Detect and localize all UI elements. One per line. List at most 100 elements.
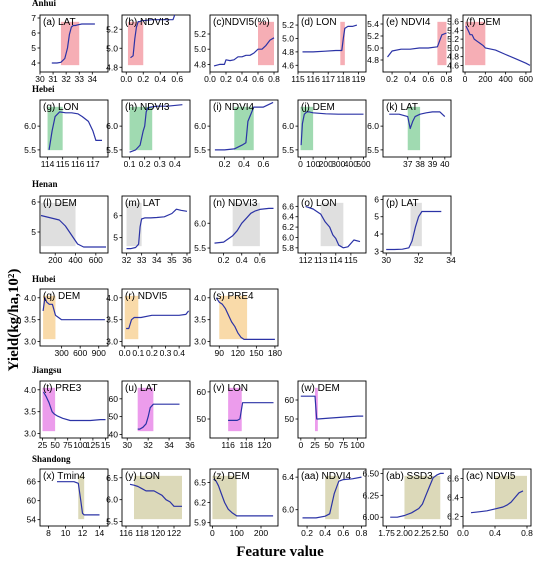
y-tick-label: 40 <box>109 429 119 439</box>
x-tick-label: 25 <box>38 440 48 450</box>
y-tick-label: 6.4 <box>282 472 294 482</box>
x-tick-label: 114 <box>329 255 343 265</box>
panel-label: (ac) NDVI5 <box>466 471 516 482</box>
y-tick-label: 4.8 <box>106 62 118 72</box>
axes-frame <box>297 195 367 254</box>
axes-frame <box>39 380 109 439</box>
series-line <box>137 403 180 430</box>
x-tick-label: 115 <box>291 74 305 84</box>
y-tick-label: 6.0 <box>282 505 294 515</box>
y-tick-label: 5.0 <box>367 43 379 53</box>
y-tick-label: 6 <box>113 211 118 221</box>
x-tick-label: 0.6 <box>422 74 434 84</box>
axes-frame <box>209 468 279 527</box>
panel-label: (u) LAT <box>125 383 158 394</box>
x-tick-label: 2.00 <box>396 528 413 538</box>
highlight-band <box>320 202 344 247</box>
province-labels: Anhui Hebei Henan Hubei Jiangsu Shandong <box>32 0 71 464</box>
x-tick-label: 37 <box>403 159 413 169</box>
x-tick-label: 120 <box>257 440 271 450</box>
series-line <box>130 14 176 59</box>
panel-g: 114 115 116 117 5.5 6.0 (g) LON <box>24 99 109 169</box>
y-tick-label: 3.0 <box>24 429 36 439</box>
x-tick-label: 0.2 <box>386 74 398 84</box>
panel-s: 90 120 150 180 3.0 3.5 4.0 (s) PRE4 <box>194 288 282 358</box>
x-tick-label: 30 <box>122 440 132 450</box>
series-line <box>51 23 95 64</box>
x-tick-label: 34 <box>88 74 98 84</box>
panel-u: 30 32 34 36 40 50 60 (u) LAT <box>109 380 195 450</box>
x-tick-label: 38 <box>415 159 425 169</box>
x-tick-label: 0.1 <box>124 159 136 169</box>
panel-x: 8 10 12 14 54 60 66 (x) Tmin4 <box>27 468 109 538</box>
x-tick-label: 50 <box>324 440 334 450</box>
highlight-band <box>78 475 85 520</box>
province-label-hubei: Hubei <box>32 274 56 284</box>
y-tick-label: 6.0 <box>194 218 206 228</box>
x-tick-label: 0 <box>463 74 468 84</box>
panel-z: 0 100 200 5.9 6.2 6.5 (z) DEM <box>194 468 279 538</box>
province-label-anhui: Anhui <box>32 0 57 8</box>
highlight-band <box>137 387 154 432</box>
y-tick-label: 3.0 <box>24 337 36 347</box>
y-tick-label: 4 <box>374 229 379 239</box>
highlight-band <box>126 202 142 247</box>
y-tick-label: 5.5 <box>194 145 206 155</box>
x-tick-label: 36 <box>185 440 195 450</box>
panel-w: 0 25 50 75 100 50 60 (w) DEM <box>285 380 367 450</box>
province-label-henan: Henan <box>32 179 58 189</box>
y-tick-label: 6.25 <box>362 490 379 500</box>
x-tick-label: 200 <box>478 74 492 84</box>
x-tick-label: 1.75 <box>378 528 395 538</box>
x-tick-label: 30 <box>35 74 45 84</box>
y-tick-label: 6.0 <box>106 121 118 131</box>
axes-frame <box>121 380 191 439</box>
series-line <box>214 207 274 244</box>
x-tick-label: 30 <box>382 255 392 265</box>
y-tick-label: 6.00 <box>362 512 379 522</box>
x-tick-label: 120 <box>231 348 245 358</box>
series-line <box>215 297 275 340</box>
panel-a: 30 31 32 33 34 4 5 6 7 (a) LAT <box>31 13 109 84</box>
y-tick-label: 3.5 <box>24 407 36 417</box>
panel-r: 0.0 0.1 0.2 0.3 0.4 3.0 3.5 4.0 (r) NDVI5 <box>106 288 191 358</box>
axes-frame <box>39 99 109 158</box>
panel-l: 200 400 600 5 6 (l) DEM <box>31 195 109 265</box>
y-tick-label: 5.5 <box>106 145 118 155</box>
panel-c: 0.0 0.2 0.4 0.6 0.8 4.8 5.0 5.2 (c)NDVI5(%) <box>194 14 280 84</box>
axes-frame <box>39 195 109 254</box>
panel-e: 0.2 0.4 0.6 0.8 4.8 5.0 5.2 5.4 (e) NDVI4 <box>367 14 453 84</box>
province-label-jiangsu: Jiangsu <box>32 365 62 375</box>
series-line <box>129 483 182 507</box>
series-line <box>57 481 100 516</box>
x-tick-label: 200 <box>48 255 62 265</box>
highlight-band <box>41 202 76 247</box>
x-tick-label: 118 <box>239 440 253 450</box>
x-tick-label: 39 <box>428 159 438 169</box>
panel-label: (n) NDVI3 <box>213 198 258 209</box>
y-tick-label: 6.2 <box>282 222 294 232</box>
series-line <box>300 395 364 420</box>
series-line <box>302 476 362 519</box>
panel-label: (c)NDVI5(%) <box>213 17 270 28</box>
series-line <box>305 205 361 249</box>
x-tick-label: 112 <box>299 255 313 265</box>
panel-label: (t) PRE3 <box>43 383 82 394</box>
x-tick-label: 400 <box>499 74 513 84</box>
panel-n: 0.2 0.4 0.6 5.5 6.0 (n) NDVI3 <box>194 195 279 265</box>
x-tick-label: 0.6 <box>258 159 270 169</box>
y-axis-title: Yield(kg/ha,10²) <box>6 269 22 372</box>
x-tick-label: 900 <box>92 348 106 358</box>
panel-label: (aa) NDVI4 <box>301 471 351 482</box>
x-tick-label: 50 <box>50 440 60 450</box>
y-tick-label: 60 <box>197 387 207 397</box>
x-tick-label: 0.4 <box>236 74 248 84</box>
y-tick-label: 66 <box>27 477 37 487</box>
axes-frame <box>39 288 109 347</box>
y-tick-label: 5 <box>31 227 36 237</box>
x-tick-label: 600 <box>519 74 533 84</box>
x-tick-label: 33 <box>137 255 147 265</box>
panel-aa: 0.2 0.4 0.6 0.8 6.0 6.4 (aa) NDVI4 <box>282 468 368 538</box>
x-tick-label: 115 <box>56 159 70 169</box>
panel-label: (m) LAT <box>125 198 160 209</box>
